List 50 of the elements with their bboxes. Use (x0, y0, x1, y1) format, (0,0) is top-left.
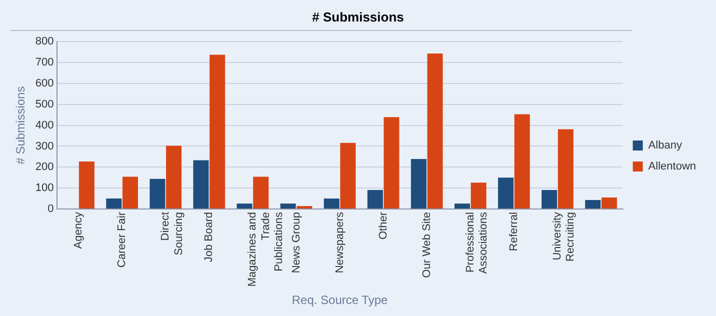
y-tick-label: 300 (35, 140, 54, 152)
bar (558, 129, 574, 208)
bar (514, 114, 530, 208)
x-tick-label: Other (377, 212, 390, 240)
bar (166, 146, 182, 208)
y-tick-label: 400 (35, 119, 54, 132)
x-tick-label: Job Board (203, 212, 216, 262)
x-tick-label: Referral (508, 212, 520, 252)
x-tick-label: Newspapers (334, 211, 346, 274)
bar (193, 160, 209, 208)
y-tick-label: 800 (35, 36, 54, 48)
y-tick-label: 600 (35, 77, 54, 90)
bar (384, 117, 400, 208)
x-tick-label: News Group (290, 212, 302, 274)
bar (498, 178, 514, 208)
y-tick-label: 100 (35, 182, 54, 194)
bar (280, 204, 296, 208)
bar (601, 197, 617, 208)
bar (122, 176, 138, 208)
bar (106, 198, 122, 208)
bar (367, 190, 383, 208)
bar (340, 142, 356, 208)
y-tick-label: 700 (35, 56, 54, 69)
x-tick-label: Direct Sourcing (160, 212, 185, 256)
bar (427, 54, 443, 208)
x-tick-label: Professional Associations (464, 212, 490, 274)
bar (470, 182, 486, 208)
y-tick-label: 200 (35, 161, 54, 174)
x-tick-label: University Recruiting (552, 212, 577, 262)
bar (236, 204, 252, 208)
bar (210, 54, 226, 208)
y-tick-label: 0 (48, 203, 54, 216)
bar (324, 198, 340, 208)
bar (454, 204, 470, 208)
legend-label: Allentown (648, 160, 696, 173)
y-axis-title: # Submissions (14, 86, 28, 164)
y-tick-label: 500 (35, 98, 54, 110)
bar (253, 176, 269, 208)
x-tick-label: Career Fair (116, 212, 128, 268)
bar (150, 178, 166, 208)
bar (78, 161, 94, 208)
x-tick-label: Our Web Site (420, 212, 433, 278)
bar (585, 200, 601, 208)
x-tick-label: Agency (72, 212, 85, 249)
legend-label: Albany (648, 140, 682, 152)
chart-title: # Submissions (312, 9, 404, 24)
bar (542, 190, 558, 208)
bar (410, 158, 426, 208)
x-axis-title: Req. Source Type (292, 293, 388, 308)
x-tick-label: Magazines and Trade Publications (246, 212, 286, 287)
